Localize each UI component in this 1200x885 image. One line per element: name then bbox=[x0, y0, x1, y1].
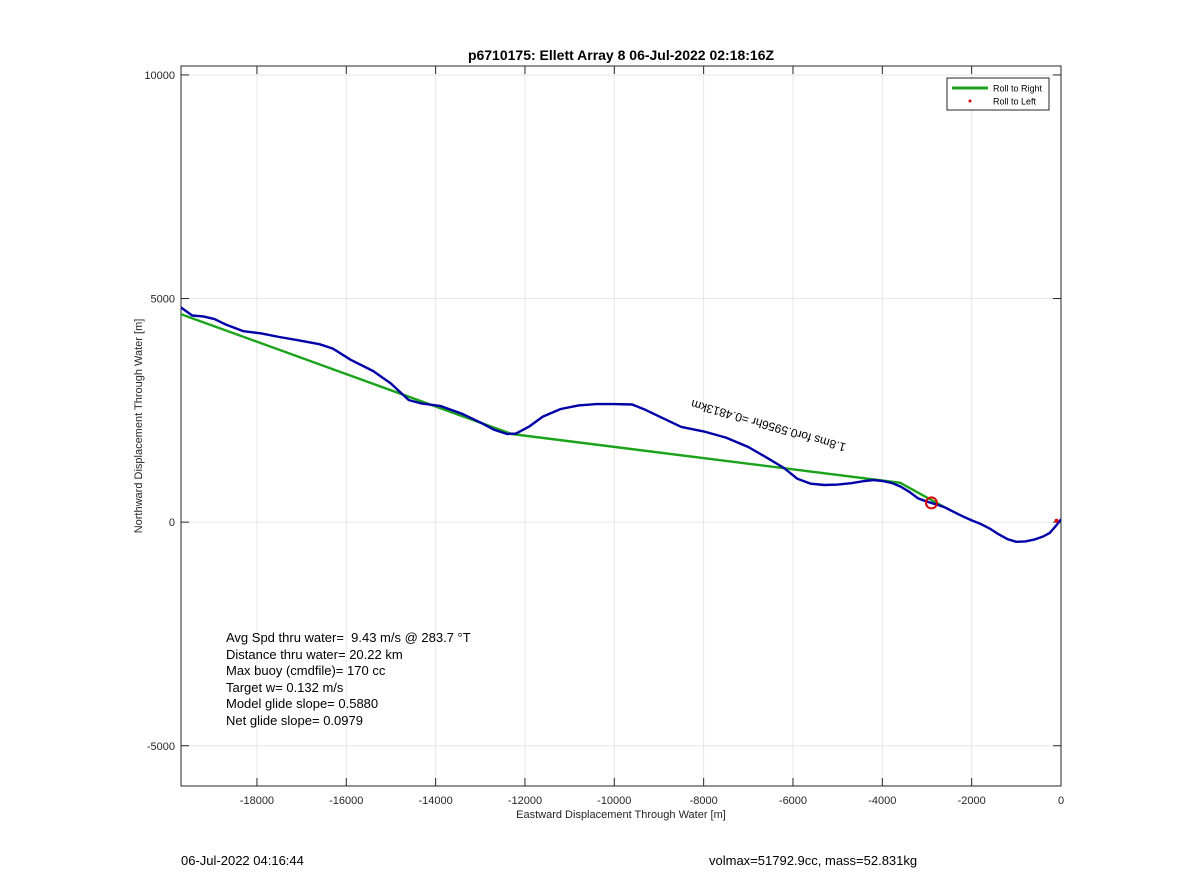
x-axis-label: Eastward Displacement Through Water [m] bbox=[516, 809, 726, 821]
marker-circle bbox=[924, 496, 938, 510]
x-tick-label: -10000 bbox=[597, 795, 631, 807]
track-line bbox=[181, 306, 1061, 543]
x-tick-label: -8000 bbox=[690, 795, 718, 807]
x-tick-label: 0 bbox=[1058, 795, 1064, 807]
x-tick-label: -2000 bbox=[958, 795, 986, 807]
y-tick-label: 10000 bbox=[144, 70, 175, 82]
y-tick-label: -5000 bbox=[147, 741, 175, 753]
stats-target-w: Target w= 0.132 m/s bbox=[226, 679, 344, 695]
stats-max-buoy: Max buoy (cmdfile)= 170 cc bbox=[226, 663, 386, 679]
x-tick-label: -14000 bbox=[418, 795, 452, 807]
stats-panel: Avg Spd thru water= 9.43 m/s @ 283.7 °T … bbox=[226, 630, 471, 730]
x-tick-label: -4000 bbox=[868, 795, 896, 807]
y-axis-label: Northward Displacement Through Water [m] bbox=[133, 319, 145, 534]
chart-title: p6710175: Ellett Array 8 06-Jul-2022 02:… bbox=[468, 47, 775, 63]
x-tick-label: -6000 bbox=[779, 795, 807, 807]
x-tick-label: -18000 bbox=[240, 795, 274, 807]
stats-model-glide: Model glide slope= 0.5880 bbox=[226, 696, 379, 712]
legend-swatch-dot bbox=[968, 99, 972, 103]
axes-box bbox=[180, 65, 1062, 787]
x-tick-label: -12000 bbox=[508, 795, 542, 807]
plot-area bbox=[181, 66, 1061, 786]
stats-avg-speed: Avg Spd thru water= 9.43 m/s @ 283.7 °T bbox=[226, 630, 471, 645]
footer-timestamp: 06-Jul-2022 04:16:44 bbox=[181, 853, 304, 868]
y-tick-label: 0 bbox=[169, 517, 175, 529]
legend-box bbox=[946, 77, 1050, 111]
legend-label: Roll to Left bbox=[993, 97, 1037, 107]
y-tick-label: 5000 bbox=[151, 294, 175, 306]
x-tick-label: -16000 bbox=[329, 795, 363, 807]
legend-label: Roll to Right bbox=[993, 84, 1043, 94]
stats-net-glide: Net glide slope= 0.0979 bbox=[226, 712, 363, 728]
stats-distance: Distance thru water= 20.22 km bbox=[226, 646, 403, 662]
footer-volume-mass: volmax=51792.9cc, mass=52.831kg bbox=[709, 853, 918, 868]
roll-right-line bbox=[181, 313, 947, 509]
marker-dot bbox=[1054, 518, 1059, 523]
